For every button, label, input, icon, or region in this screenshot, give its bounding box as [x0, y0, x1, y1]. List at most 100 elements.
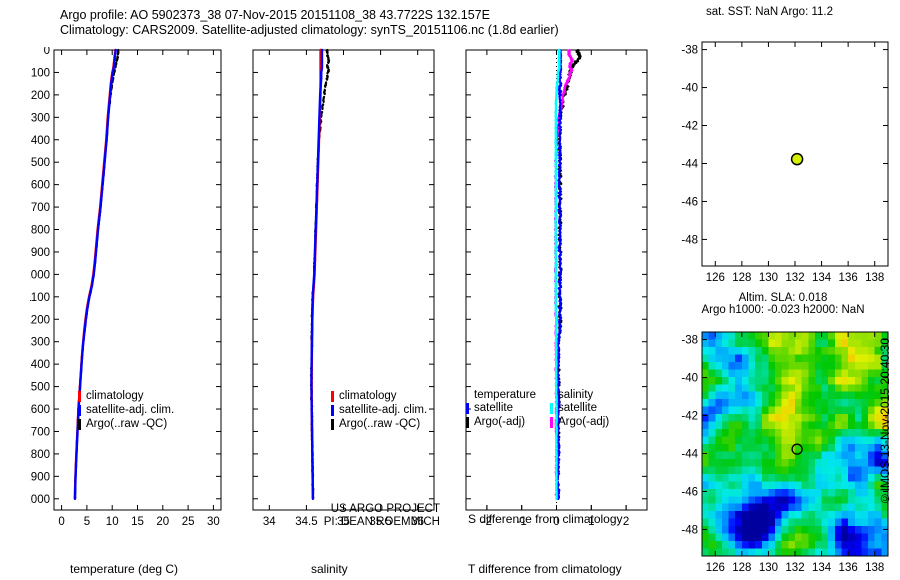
credit-line-1: US ARGO PROJECT: [330, 503, 440, 515]
svg-text:35: 35: [337, 516, 350, 528]
legend-swatch-climatology: [78, 390, 81, 402]
float-position-marker: [791, 443, 803, 455]
legend-label: satellite: [474, 402, 513, 414]
svg-text:1900: 1900: [30, 471, 50, 483]
sla-map-title: Altim. SLA: 0.018 Argo h1000: -0.023 h20…: [672, 292, 894, 316]
svg-text:2000: 2000: [30, 494, 50, 506]
legend-item: satellite: [550, 401, 609, 415]
svg-text:132: 132: [785, 272, 804, 284]
svg-text:-40: -40: [681, 83, 698, 95]
svg-text:1500: 1500: [30, 382, 50, 394]
legend-label: Argo(-adj): [474, 416, 526, 428]
legend-swatch-satellite-adj: [78, 404, 81, 416]
legend-item: Argo(..raw -QC): [78, 417, 174, 431]
legend-label: satellite: [558, 402, 598, 414]
svg-text:1000: 1000: [30, 269, 50, 281]
svg-text:700: 700: [31, 202, 50, 214]
difference-t-axis-label: T difference from climatology: [468, 562, 622, 576]
svg-text:0: 0: [58, 516, 64, 528]
svg-text:-38: -38: [681, 45, 698, 57]
legend-label: Argo(..raw -QC): [86, 418, 168, 430]
svg-text:1400: 1400: [30, 359, 50, 371]
svg-text:200: 200: [31, 90, 50, 102]
sst-map-plot[interactable]: 126 128 130 132 134 136 138 -38 -40 -42 -44 -46 -48: [672, 38, 894, 288]
svg-text:36: 36: [411, 516, 424, 528]
svg-text:138: 138: [865, 272, 884, 284]
svg-text:136: 136: [839, 272, 858, 284]
svg-text:-38: -38: [681, 335, 698, 347]
svg-text:-46: -46: [681, 486, 698, 498]
svg-text:136: 136: [839, 562, 858, 574]
svg-text:130: 130: [759, 562, 778, 574]
svg-text:20: 20: [156, 516, 169, 528]
svg-text:-48: -48: [681, 234, 698, 246]
legend-header: temperature: [474, 389, 537, 401]
svg-text:1200: 1200: [30, 314, 50, 326]
svg-text:-42: -42: [681, 121, 698, 133]
svg-text:10: 10: [106, 516, 119, 528]
svg-text:-48: -48: [681, 524, 698, 536]
svg-text:30: 30: [207, 516, 220, 528]
legend-swatch-temperature-argo: [466, 416, 469, 428]
svg-text:2: 2: [623, 516, 629, 528]
legend-swatch-temperature-satellite: [466, 402, 469, 414]
legend-item: Argo(-adj): [466, 415, 536, 429]
svg-text:134: 134: [812, 272, 832, 284]
svg-text:5: 5: [84, 516, 90, 528]
legend-column-temperature: temperature satellite Argo(-adj): [466, 389, 536, 429]
svg-text:-2: -2: [482, 516, 492, 528]
float-position-marker: [790, 152, 804, 166]
figure-title: Argo profile: AO 5902373_38 07-Nov-2015 …: [60, 8, 559, 38]
svg-text:126: 126: [706, 272, 725, 284]
sst-map-title: sat. SST: NaN Argo: 11.2: [706, 6, 833, 18]
difference-legend: temperature satellite Argo(-adj) salinit…: [466, 389, 609, 429]
temperature-plot: 0100200300400500600700800900100011001200…: [30, 47, 222, 528]
svg-text:34.5: 34.5: [295, 516, 317, 528]
credit-line-2: PI: DEAN ROEMMICH: [323, 516, 440, 528]
legend-swatch-salinity-argo: [550, 416, 554, 428]
svg-text:1800: 1800: [30, 449, 50, 461]
svg-text:1700: 1700: [30, 426, 50, 438]
svg-text:1: 1: [588, 516, 594, 528]
legend-label: Argo(-adj): [558, 416, 610, 428]
legend-label: Argo(..raw -QC): [339, 418, 421, 430]
temperature-axis-label: temperature (deg C): [70, 562, 179, 576]
svg-text:500: 500: [31, 157, 50, 169]
title-line-1: Argo profile: AO 5902373_38 07-Nov-2015 …: [60, 8, 490, 22]
legend-item: satellite-adj. clim.: [78, 403, 174, 417]
svg-text:0: 0: [553, 516, 559, 528]
sla-map-plot[interactable]: 126 128 130 132 134 136 138 -38 -40 -42 -44 -46 -48: [672, 328, 894, 578]
legend-label: climatology: [339, 390, 397, 402]
legend-label: satellite-adj. clim.: [86, 404, 175, 416]
legend-item: Argo(..raw -QC): [331, 417, 427, 431]
legend-item: Argo(-adj): [550, 415, 609, 429]
svg-text:15: 15: [131, 516, 144, 528]
svg-text:-44: -44: [681, 448, 698, 460]
copyright-text: ©IMOS 13-Nov-2015 20:40:30: [878, 338, 892, 506]
legend-item: satellite-adj. clim.: [331, 403, 427, 417]
legend-swatch-satellite-adj: [331, 404, 334, 416]
svg-text:800: 800: [31, 225, 50, 237]
salinity-axis-label: salinity: [311, 562, 348, 576]
legend-item: satellite: [466, 401, 536, 415]
svg-text:138: 138: [865, 562, 884, 574]
legend-swatch-argo-raw: [78, 418, 81, 430]
svg-text:-44: -44: [681, 158, 698, 170]
svg-text:-42: -42: [681, 411, 698, 423]
legend-swatch-salinity-satellite: [550, 402, 554, 414]
title-line-2: Climatology: CARS2009. Satellite-adjuste…: [60, 23, 559, 37]
svg-text:0: 0: [44, 47, 50, 57]
project-credit: US ARGO PROJECT PI: DEAN ROEMMICH: [300, 503, 440, 529]
svg-text:1100: 1100: [30, 292, 50, 304]
svg-text:1300: 1300: [30, 337, 50, 349]
svg-text:126: 126: [706, 562, 725, 574]
svg-text:100: 100: [31, 67, 50, 79]
legend-swatch-climatology: [331, 390, 334, 402]
sla-title-line-2: Argo h1000: -0.023 h2000: NaN: [701, 304, 865, 316]
svg-text:128: 128: [732, 562, 751, 574]
salinity-plot: 34 34.5 35 35.5 36: [252, 48, 435, 528]
svg-text:600: 600: [31, 180, 50, 192]
svg-text:34: 34: [263, 516, 276, 528]
legend-header: salinity: [558, 389, 594, 401]
